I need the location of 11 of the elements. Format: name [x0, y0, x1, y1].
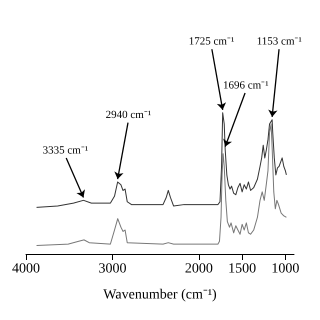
- x-axis-title: Wavenumber (cm⁻¹): [103, 288, 218, 302]
- annotation: 2940 cm⁻¹: [106, 109, 152, 122]
- annotation: 1696 cm⁻¹: [223, 80, 269, 92]
- x-tick-label: 4000: [12, 262, 40, 276]
- annotation: 3335 cm⁻¹: [42, 144, 88, 157]
- x-tick-label: 1500: [228, 262, 256, 276]
- x-tick-label: 2000: [184, 262, 213, 276]
- x-tick-label: 3000: [98, 262, 126, 276]
- x-tick-label: 1000: [271, 262, 300, 276]
- annotation: 1153 cm⁻¹: [256, 36, 302, 48]
- annotation: 1725 cm⁻¹: [188, 36, 234, 48]
